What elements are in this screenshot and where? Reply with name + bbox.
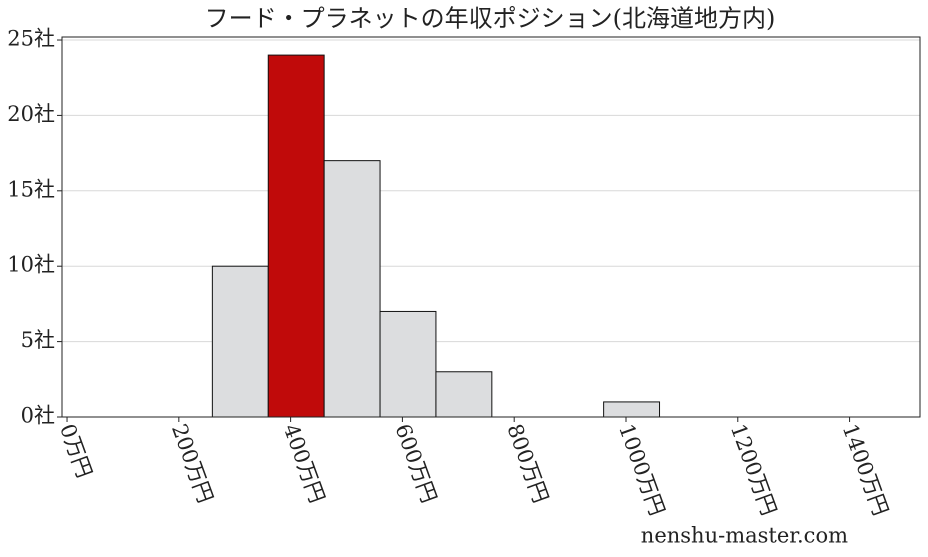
- watermark: nenshu-master.com: [641, 524, 848, 548]
- x-tick-label: 1000万円: [614, 421, 669, 519]
- plot-frame: [61, 36, 921, 418]
- bar: [267, 54, 325, 418]
- bar: [211, 265, 269, 418]
- x-tick-label: 1200万円: [726, 421, 781, 519]
- bar: [323, 160, 381, 418]
- x-tick-label: 400万円: [279, 421, 330, 506]
- chart-title: フード・プラネットの年収ポジション(北海道地方内): [205, 5, 776, 33]
- bar: [603, 401, 661, 418]
- bar: [435, 371, 493, 418]
- x-tick-label: 200万円: [167, 421, 218, 506]
- y-tick-label: 0社: [21, 404, 55, 428]
- x-tick-label: 1400万円: [838, 421, 893, 519]
- x-tick-label: 0万円: [55, 421, 96, 481]
- bar: [379, 310, 437, 418]
- y-tick-label: 10社: [7, 253, 55, 277]
- x-tick-label: 800万円: [502, 421, 553, 506]
- y-tick-label: 20社: [7, 102, 55, 126]
- y-tick-label: 5社: [21, 328, 55, 352]
- y-tick-label: 25社: [7, 27, 55, 51]
- y-tick-label: 15社: [7, 177, 55, 201]
- x-tick-label: 600万円: [390, 421, 441, 506]
